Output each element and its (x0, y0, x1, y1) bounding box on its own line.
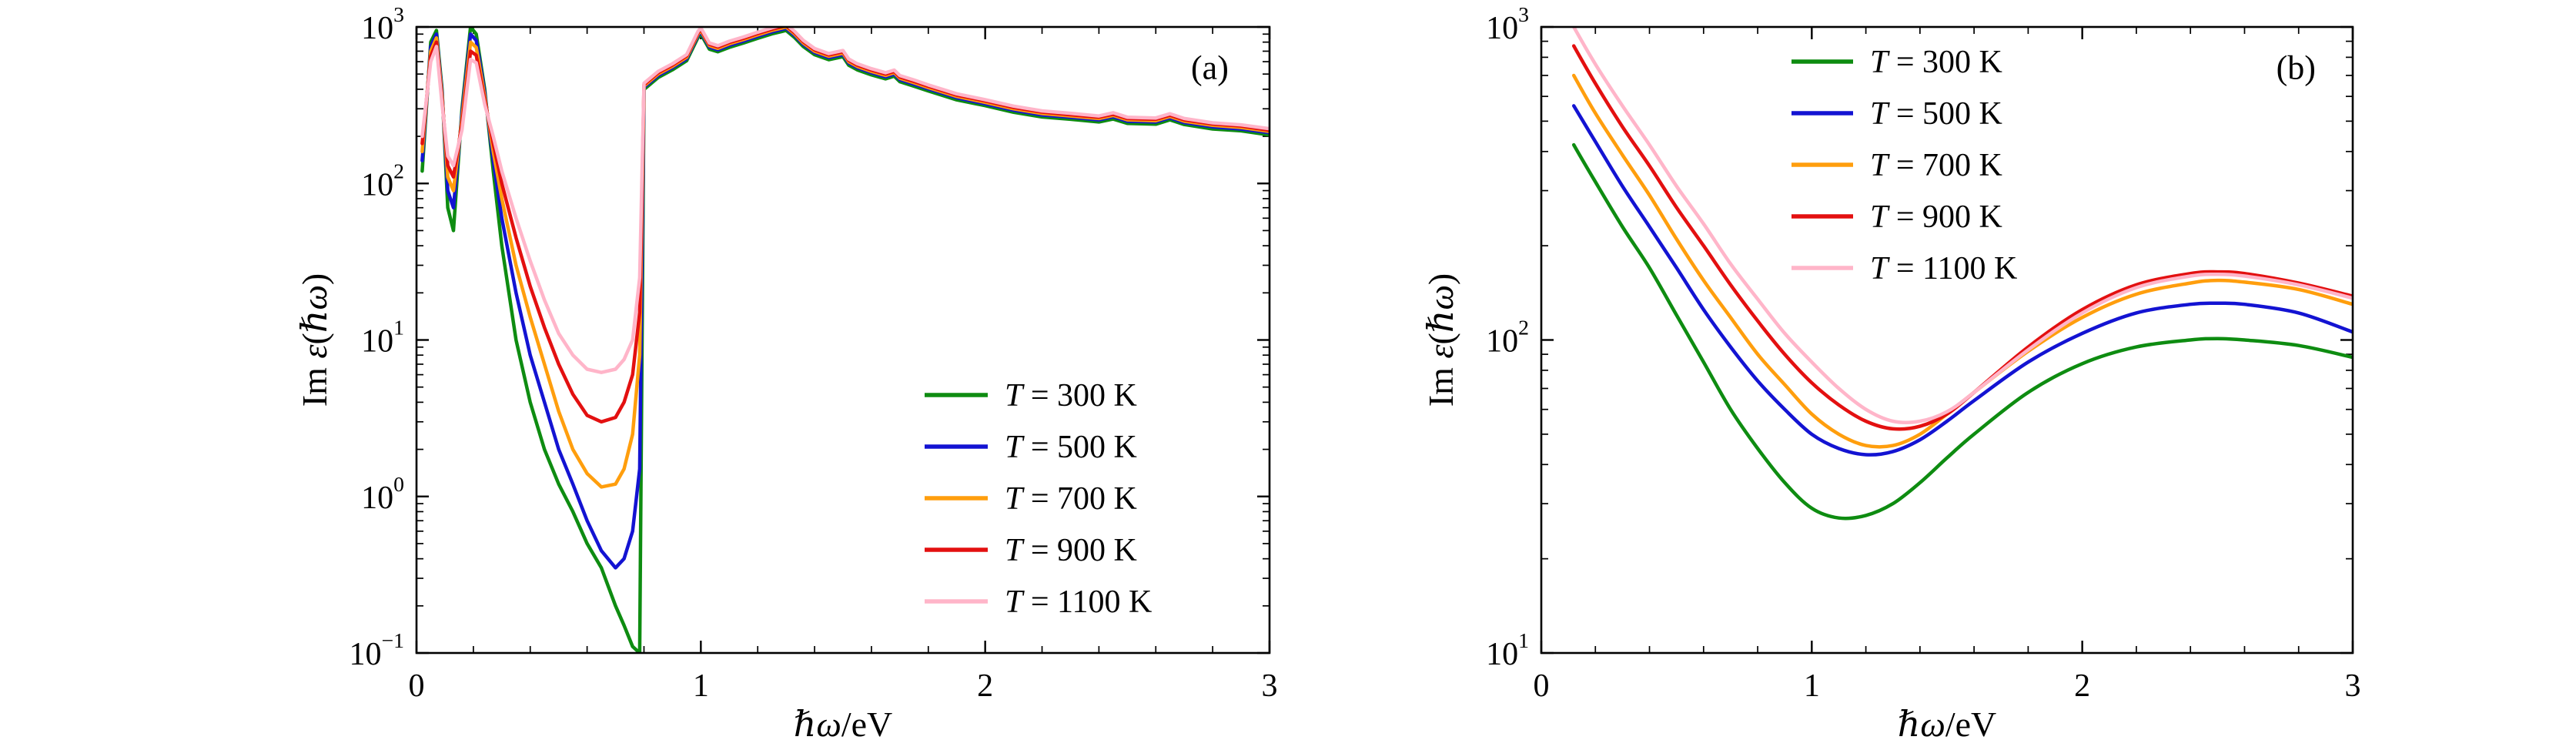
series-line-300K (420, 27, 1270, 653)
x-tick-label: 3 (2345, 668, 2361, 704)
legend-label: T = 700 K (1870, 148, 2002, 183)
x-tick-label: 1 (1804, 668, 1820, 704)
legend-label: T = 300 K (1005, 378, 1137, 414)
series-line-700K (1571, 73, 2353, 449)
panel-label: (a) (1191, 49, 1229, 87)
series-line-900K (420, 27, 1270, 424)
y-tick-label: 101 (361, 316, 404, 360)
series-line-500K (1571, 104, 2353, 457)
x-axis-label: ℏω/eV (1898, 705, 1997, 744)
x-tick-label: 0 (409, 668, 425, 704)
x-axis-label: ℏω/eV (794, 705, 893, 744)
series-line-300K (1571, 142, 2353, 521)
legend: T = 300 K T = 500 K T = 700 K T = 900 K T = … (925, 378, 1152, 620)
series-line-1100K (1571, 27, 2353, 425)
y-axis-label: Im ε(ℏω) (295, 273, 334, 407)
panel-b: 0 1 2 3 101 102 103 T = 300 K T = 500 K T = 700 K… (1288, 0, 2576, 750)
legend-label: T = 500 K (1005, 430, 1137, 465)
x-tick-label: 2 (2074, 668, 2090, 704)
x-tick-label: 1 (693, 668, 709, 704)
x-tick-label: 3 (1262, 668, 1278, 704)
legend-label: T = 1100 K (1005, 584, 1152, 620)
y-tick-label: 10−1 (350, 628, 405, 672)
legend: T = 300 K T = 500 K T = 700 K T = 900 K T = … (1791, 45, 2017, 286)
y-tick-label: 101 (1486, 628, 1529, 672)
y-tick-label: 100 (361, 472, 404, 516)
y-tick-label: 102 (361, 159, 404, 203)
plot-frame (1540, 25, 2354, 655)
series-group (420, 27, 1270, 653)
y-tick-label: 102 (1486, 316, 1529, 360)
series-line-1100K (420, 27, 1270, 374)
x-tick-label: 2 (977, 668, 993, 704)
series-line-500K (420, 27, 1270, 570)
panel-label: (b) (2277, 49, 2316, 87)
chart-svg-(b): 0 1 2 3 101 102 103 T = 300 K T = 500 K T = 700 K… (1421, 2, 2361, 744)
axis-ticks (415, 25, 1271, 655)
y-axis-label: Im ε(ℏω) (1421, 273, 1460, 407)
y-tick-label: 103 (1486, 2, 1529, 46)
y-tick-label: 103 (361, 2, 404, 46)
legend-label: T = 900 K (1005, 533, 1137, 568)
x-tick-label: 0 (1534, 668, 1550, 704)
series-line-900K (1571, 44, 2353, 431)
series-group (1571, 27, 2353, 521)
legend-label: T = 1100 K (1870, 251, 2017, 286)
plot-frame (415, 25, 1271, 655)
legend-label: T = 300 K (1870, 45, 2002, 80)
legend-label: T = 700 K (1005, 481, 1137, 517)
legend-label: T = 900 K (1870, 199, 2002, 235)
legend-label: T = 500 K (1870, 96, 2002, 132)
